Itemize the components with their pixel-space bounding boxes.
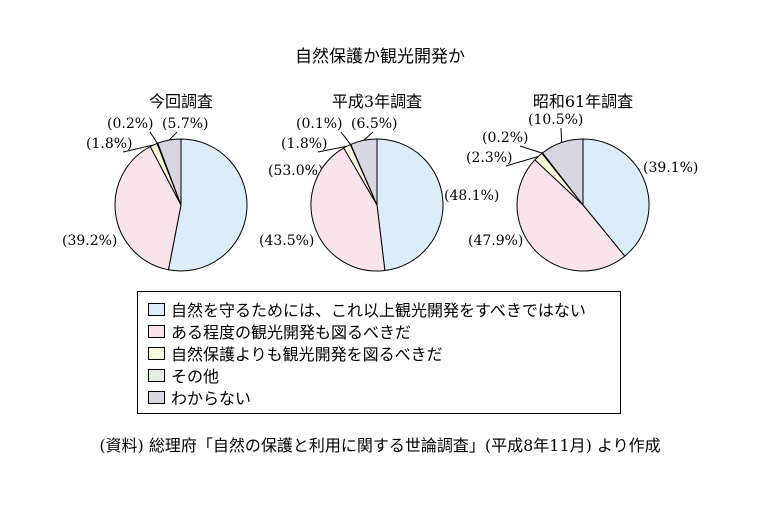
- leader-line: [317, 145, 348, 153]
- data-label: (6.5%): [351, 116, 398, 132]
- pie-slice: [114, 145, 182, 271]
- legend-swatch: [148, 302, 165, 316]
- legend-item: その他: [148, 364, 620, 386]
- data-label: (39.1%): [643, 160, 698, 176]
- leader-line: [363, 131, 374, 141]
- legend-label: 自然を守るためには、これ以上観光開発をすべきではない: [171, 301, 586, 320]
- pie-slice: [167, 138, 248, 272]
- data-label: (1.8%): [281, 136, 328, 152]
- pie-charts: 今回調査 (53.0%) (39.2%) (1.8%) (0.2%) (5.7%) 平成3年…: [62, 92, 698, 272]
- legend-item: 自然を守るためには、これ以上観光開発をすべきではない: [148, 298, 620, 320]
- data-label: (0.2%): [107, 116, 154, 132]
- data-label: (43.5%): [259, 233, 314, 249]
- legend-item: ある程度の観光開発も図るべきだ: [148, 320, 620, 342]
- leader-line: [505, 155, 539, 167]
- leader-line: [519, 145, 543, 154]
- leader-line: [340, 131, 351, 145]
- pie-slice: [582, 138, 650, 257]
- data-label: (5.7%): [162, 116, 209, 132]
- data-label: (1.8%): [86, 136, 133, 152]
- data-label: (47.9%): [468, 233, 523, 249]
- legend-swatch: [148, 324, 165, 338]
- leader-line: [122, 144, 154, 153]
- pie-slice: [516, 159, 626, 272]
- legend-label: わからない: [171, 389, 252, 408]
- legend-label: ある程度の観光開発も図るべきだ: [171, 323, 412, 342]
- source-note: (資料) 総理府「自然の保護と利用に関する世論調査」(平成8年11月) より作成: [99, 436, 661, 455]
- leader-line: [168, 131, 178, 141]
- pie-title: 昭和61年調査: [533, 92, 633, 111]
- pie-title: 今回調査: [149, 92, 213, 111]
- legend-item: わからない: [148, 386, 620, 408]
- pie-title: 平成3年調査: [332, 92, 422, 111]
- data-label: (2.3%): [466, 150, 513, 166]
- data-label: (0.1%): [296, 116, 343, 132]
- data-label: (39.2%): [62, 233, 117, 249]
- legend-swatch: [148, 390, 165, 404]
- data-label: (0.2%): [482, 130, 529, 146]
- data-label: (48.1%): [444, 188, 499, 204]
- legend-swatch: [148, 346, 165, 360]
- leader-line: [560, 127, 563, 143]
- chart-title: 自然保護か観光開発か: [295, 47, 465, 67]
- pie-slice: [541, 138, 584, 207]
- legend-item: 自然保護よりも観光開発を図るべきだ: [148, 342, 620, 364]
- pie-slice: [310, 147, 386, 272]
- legend-label: その他: [171, 367, 220, 386]
- leader-line: [149, 131, 158, 144]
- legend-swatch: [148, 368, 165, 382]
- legend: 自然を守るためには、これ以上観光開発をすべきではない ある程度の観光開発も図るべ…: [137, 291, 621, 414]
- data-label: (10.5%): [528, 112, 583, 128]
- data-label: (53.0%): [268, 163, 323, 179]
- pie-slice: [376, 138, 444, 272]
- legend-label: 自然保護よりも観光開発を図るべきだ: [171, 345, 443, 364]
